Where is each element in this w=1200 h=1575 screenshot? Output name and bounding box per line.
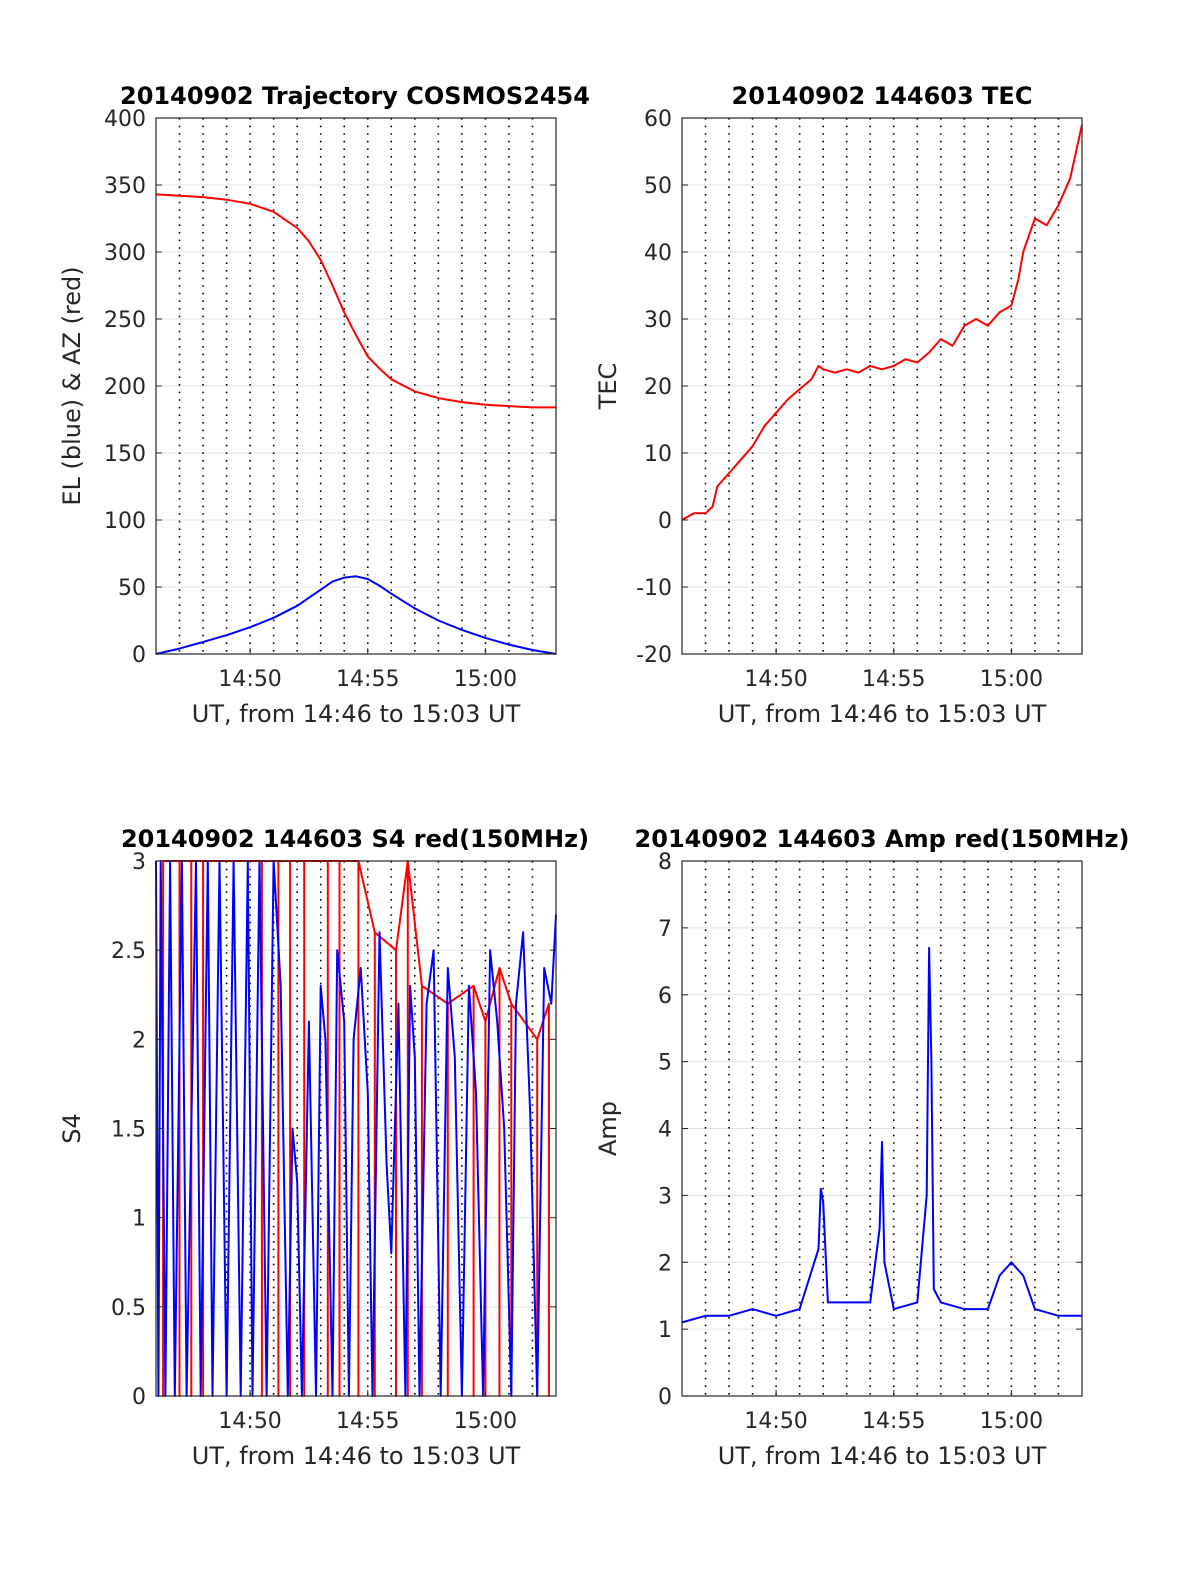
- trajectory-series: [155, 193, 557, 655]
- trajectory-y-tick-label: 250: [104, 308, 146, 333]
- amp-y-tick-label: 3: [658, 1184, 672, 1209]
- s4-panel: 0 0.5 1 1.5 2 2.5 3 14:50 14:55 15:00 20140902 14…: [58, 825, 589, 1470]
- tec-x-axis-label: UT, from 14:46 to 15:03 UT: [718, 700, 1047, 728]
- s4-y-tick-label: 3: [132, 850, 146, 875]
- trajectory-y-tick-label: 100: [104, 509, 146, 534]
- s4-y-axis-label: S4: [58, 1113, 86, 1144]
- tec-y-tick-label: -20: [636, 643, 672, 668]
- trajectory-title: 20140902 Trajectory COSMOS2454: [120, 82, 590, 110]
- s4-y-tick-label: 1.5: [111, 1118, 146, 1143]
- trajectory-y-tick-label: 150: [104, 442, 146, 467]
- tec-series: [681, 124, 1083, 521]
- tec-title: 20140902 144603 TEC: [732, 82, 1033, 110]
- tec-y-tick-label: 30: [644, 308, 672, 333]
- s4-y-tick-label: 2.5: [111, 939, 146, 964]
- amp-y-tick-label: 2: [658, 1251, 672, 1276]
- s4-y-tick-label: 0: [132, 1385, 146, 1410]
- trajectory-y-tick-label: 50: [118, 576, 146, 601]
- trajectory-y-tick-label: 300: [104, 241, 146, 266]
- tec-x-tick-label: 14:50: [744, 667, 807, 692]
- tec-y-tick-label: 10: [644, 442, 672, 467]
- tec-y-tick-label: 20: [644, 375, 672, 400]
- amp-y-tick-label: 5: [658, 1051, 672, 1076]
- tec-y-tick-label: 60: [644, 107, 672, 132]
- amp-panel: 0 1 2 3 4 5 6 7 8 14:50 14:55 15:00 20140902 144603…: [594, 825, 1129, 1470]
- trajectory-x-axis-label: UT, from 14:46 to 15:03 UT: [192, 700, 521, 728]
- tec-x-tick-label: 15:00: [980, 667, 1043, 692]
- tec-series-line-0: [681, 124, 1083, 521]
- amp-series: [681, 946, 1082, 1324]
- s4-y-tick-label: 1: [132, 1207, 146, 1232]
- trajectory-y-axis-label: EL (blue) & AZ (red): [58, 266, 86, 505]
- s4-x-axis-label: UT, from 14:46 to 15:03 UT: [192, 1442, 521, 1470]
- s4-y-tick-label: 2: [132, 1028, 146, 1053]
- trajectory-x-tick-label: 15:00: [454, 667, 517, 692]
- trajectory-y-tick-label: 350: [104, 174, 146, 199]
- s4-x-tick-label: 14:50: [218, 1409, 281, 1434]
- amp-y-tick-label: 7: [658, 917, 672, 942]
- tec-y-axis-label: TEC: [594, 363, 622, 411]
- s4-series-line-0: [162, 860, 550, 1397]
- s4-x-tick-label: 15:00: [454, 1409, 517, 1434]
- amp-y-axis-label: Amp: [594, 1101, 622, 1156]
- amp-x-tick-label: 14:50: [744, 1409, 807, 1434]
- tec-y-tick-label: 0: [658, 509, 672, 534]
- trajectory-x-tick-label: 14:55: [336, 667, 399, 692]
- s4-y-tick-label: 0.5: [111, 1296, 146, 1321]
- amp-y-tick-label: 4: [658, 1118, 672, 1143]
- amp-x-tick-label: 14:55: [862, 1409, 925, 1434]
- tec-ticks: -20 -10 0 10 20 30 40 50 60 14:50 14:55 15:00: [636, 107, 1082, 692]
- trajectory-y-tick-label: 200: [104, 375, 146, 400]
- amp-y-tick-label: 8: [658, 850, 672, 875]
- trajectory-x-tick-label: 14:50: [218, 667, 281, 692]
- tec-y-tick-label: -10: [636, 576, 672, 601]
- amp-ticks: 0 1 2 3 4 5 6 7 8 14:50 14:55 15:00: [658, 850, 1082, 1434]
- amp-series-line-0: [681, 946, 1082, 1324]
- trajectory-series-line-0: [155, 193, 556, 409]
- s4-title: 20140902 144603 S4 red(150MHz): [121, 825, 589, 853]
- s4-ticks: 0 0.5 1 1.5 2 2.5 3 14:50 14:55 15:00: [111, 850, 556, 1434]
- tec-y-tick-label: 50: [644, 174, 672, 199]
- trajectory-ticks: 0 50 100 150 200 250 300 350 400 14:50 14:55 15:00: [104, 107, 556, 692]
- trajectory-y-tick-label: 0: [132, 643, 146, 668]
- amp-y-tick-label: 6: [658, 984, 672, 1009]
- amp-title: 20140902 144603 Amp red(150MHz): [635, 825, 1130, 853]
- tec-y-tick-label: 40: [644, 241, 672, 266]
- tec-panel: -20 -10 0 10 20 30 40 50 60 14:50 14:55 15:00 20140…: [594, 82, 1083, 728]
- amp-x-tick-label: 15:00: [980, 1409, 1043, 1434]
- amp-y-tick-label: 1: [658, 1318, 672, 1343]
- trajectory-series-line-1: [155, 575, 557, 655]
- trajectory-y-tick-label: 400: [104, 107, 146, 132]
- s4-series-line-1: [155, 860, 557, 1397]
- tec-x-tick-label: 14:55: [862, 667, 925, 692]
- amp-grid: [682, 860, 1082, 1397]
- s4-x-tick-label: 14:55: [336, 1409, 399, 1434]
- amp-x-axis-label: UT, from 14:46 to 15:03 UT: [718, 1442, 1047, 1470]
- s4-series: [155, 860, 557, 1397]
- amp-y-tick-label: 0: [658, 1385, 672, 1410]
